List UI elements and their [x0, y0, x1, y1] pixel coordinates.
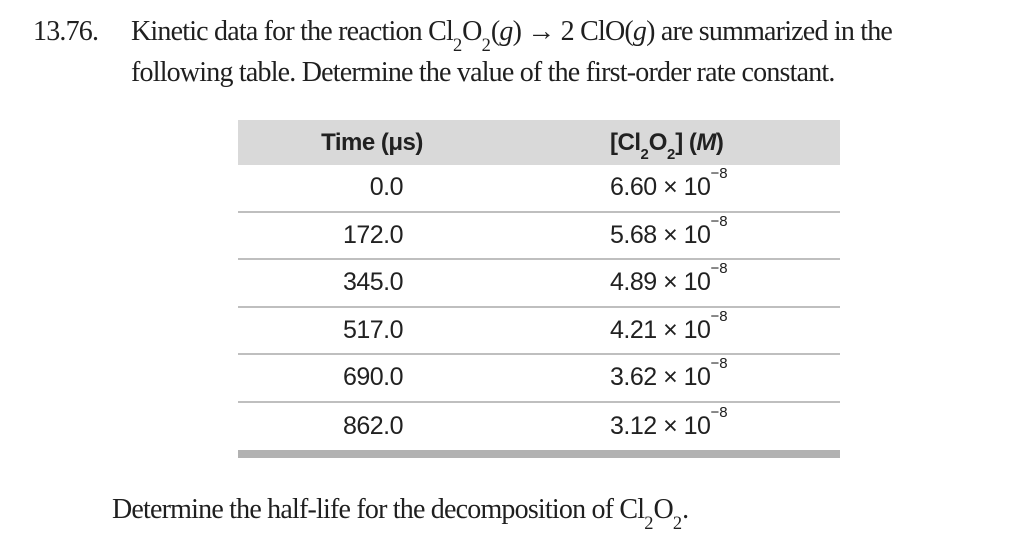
time-cell: 345.0 [342, 268, 404, 297]
column-header-concentration: [Cl2O2] (M) [610, 128, 724, 164]
table-row: 517.0 4.21 × 10−8 [238, 307, 840, 355]
half-life-instruction: Determine the half-life for the decompos… [112, 494, 689, 533]
concentration-cell: 4.89 × 10−8 [610, 260, 728, 297]
column-header-time: Time (μs) [321, 128, 423, 156]
kinetic-data-table: Time (μs) [Cl2O2] (M) 0.0 6.60 × 10−8 17… [238, 120, 840, 458]
concentration-cell: 5.68 × 10−8 [610, 212, 728, 249]
table-bottom-bar [238, 450, 840, 458]
table-row: 172.0 5.68 × 10−8 [238, 212, 840, 260]
concentration-cell: 3.12 × 10−8 [610, 403, 728, 440]
concentration-cell: 6.60 × 10−8 [610, 165, 728, 202]
concentration-cell: 3.62 × 10−8 [610, 355, 728, 392]
time-cell: 690.0 [342, 363, 404, 392]
table-row: 345.0 4.89 × 10−8 [238, 260, 840, 308]
table-header-row: Time (μs) [Cl2O2] (M) [238, 120, 840, 165]
table-row: 690.0 3.62 × 10−8 [238, 355, 840, 403]
time-cell: 0.0 [369, 173, 404, 202]
time-cell: 172.0 [342, 220, 404, 249]
time-cell: 862.0 [342, 411, 404, 440]
table-row: 862.0 3.12 × 10−8 [238, 403, 840, 451]
concentration-cell: 4.21 × 10−8 [610, 307, 728, 344]
problem-statement: Kinetic data for the reaction Cl2O2(g) →… [131, 16, 893, 88]
table-row: 0.0 6.60 × 10−8 [238, 165, 840, 213]
problem-number: 13.76. [33, 16, 99, 47]
time-cell: 517.0 [342, 315, 404, 344]
